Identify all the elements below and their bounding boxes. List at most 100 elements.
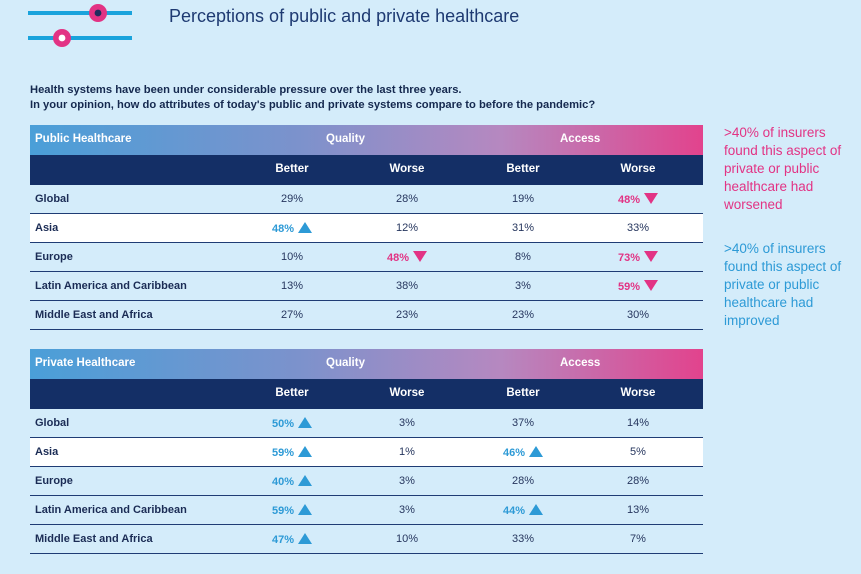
up-triangle-icon <box>298 504 313 515</box>
cell-value: 30% <box>626 309 650 321</box>
cell-value: 14% <box>626 417 650 429</box>
table-cell: 28% <box>473 475 573 487</box>
table-cell: 33% <box>588 222 688 234</box>
table-cell: 14% <box>588 417 688 429</box>
cell-value: 38% <box>395 280 419 292</box>
table-row: Middle East and Africa 27% 23% 23% 30% <box>30 301 703 330</box>
table-cell: 28% <box>588 475 688 487</box>
table-cell: 59% <box>242 504 342 517</box>
cell-value: 12% <box>395 222 419 234</box>
column-header: Worse <box>620 163 656 175</box>
up-triangle-icon <box>298 475 313 486</box>
cell-value: 48% <box>386 252 410 264</box>
table-row: Latin America and Caribbean 59% 3% 44% 13% <box>30 496 703 525</box>
cell-value: 28% <box>511 475 535 487</box>
cell-value: 1% <box>399 446 415 458</box>
down-triangle-icon <box>644 193 659 204</box>
table-cell: 73% <box>588 251 688 264</box>
table-cell: 40% <box>242 475 342 488</box>
up-triangle-icon <box>529 504 544 515</box>
row-label: Global <box>35 417 70 429</box>
table-cell: 7% <box>588 533 688 545</box>
cell-value: 29% <box>280 193 304 205</box>
cell-value: 19% <box>511 193 535 205</box>
cell-value: 8% <box>515 251 531 263</box>
table-cell: 46% <box>473 446 573 459</box>
table-row: Asia 48% 12% 31% 33% <box>30 214 703 243</box>
table-cell: 29% <box>242 193 342 205</box>
public-healthcare-table: Public Healthcare Quality Access Better … <box>30 125 703 330</box>
cell-value: 3% <box>399 504 415 516</box>
table-title: Public Healthcare <box>35 133 132 145</box>
table-cell: 13% <box>588 504 688 516</box>
table-cell: 48% <box>357 251 457 264</box>
table-cell: 3% <box>357 417 457 429</box>
intro-line-1: Health systems have been under considera… <box>30 84 462 96</box>
up-triangle-icon <box>298 446 313 457</box>
cell-value: 13% <box>626 504 650 516</box>
improved-legend-note: >40% of insurers found this aspect of pr… <box>724 241 842 328</box>
cell-value: 50% <box>271 418 295 430</box>
up-triangle-icon <box>529 446 544 457</box>
table-cell: 5% <box>588 446 688 458</box>
cell-value: 13% <box>280 280 304 292</box>
table-cell: 10% <box>242 251 342 263</box>
column-header: Worse <box>620 387 656 399</box>
cell-value: 10% <box>395 533 419 545</box>
cell-value: 7% <box>630 533 646 545</box>
table-cell: 3% <box>473 280 573 292</box>
cell-value: 27% <box>280 309 304 321</box>
up-triangle-icon <box>298 533 313 544</box>
cell-value: 37% <box>511 417 535 429</box>
table-group-header: Private Healthcare Quality Access <box>30 349 703 379</box>
column-header-row: Better Worse Better Worse <box>30 155 703 185</box>
access-group-label: Access <box>560 357 601 369</box>
row-label: Latin America and Caribbean <box>35 280 187 292</box>
table-cell: 28% <box>357 193 457 205</box>
row-label: Europe <box>35 251 73 263</box>
cell-value: 44% <box>502 505 526 517</box>
row-label: Latin America and Caribbean <box>35 504 187 516</box>
table-cell: 30% <box>588 309 688 321</box>
cell-value: 3% <box>399 417 415 429</box>
table-cell: 27% <box>242 309 342 321</box>
row-label: Asia <box>35 446 59 458</box>
intro-line-2: In your opinion, how do attributes of to… <box>30 99 596 111</box>
table-row: Europe 10% 48% 8% 73% <box>30 243 703 272</box>
column-header: Better <box>275 387 309 399</box>
cell-value: 3% <box>399 475 415 487</box>
column-header: Worse <box>389 163 425 175</box>
table-cell: 37% <box>473 417 573 429</box>
table-row: Asia 59% 1% 46% 5% <box>30 438 703 467</box>
row-label: Global <box>35 193 70 205</box>
table-cell: 19% <box>473 193 573 205</box>
table-cell: 3% <box>357 504 457 516</box>
cell-value: 33% <box>511 533 535 545</box>
table-cell: 59% <box>242 446 342 459</box>
cell-value: 10% <box>280 251 304 263</box>
cell-value: 5% <box>630 446 646 458</box>
table-body: Global 50% 3% 37% 14% Asia 59% 1% 46% 5% Europe 40%… <box>30 409 703 554</box>
slider-logo-icon <box>28 4 132 47</box>
intro-text: Health systems have been under considera… <box>30 83 595 113</box>
table-row: Global 50% 3% 37% 14% <box>30 409 703 438</box>
cell-value: 46% <box>502 447 526 459</box>
table-cell: 50% <box>242 417 342 430</box>
up-triangle-icon <box>298 417 313 428</box>
down-triangle-icon <box>413 251 428 262</box>
table-cell: 31% <box>473 222 573 234</box>
cell-value: 28% <box>626 475 650 487</box>
cell-value: 31% <box>511 222 535 234</box>
up-triangle-icon <box>298 222 313 233</box>
row-label: Middle East and Africa <box>35 533 153 545</box>
table-cell: 48% <box>242 222 342 235</box>
table-body: Global 29% 28% 19% 48% Asia 48% 12% 31% 33% Europe… <box>30 185 703 330</box>
access-group-label: Access <box>560 133 601 145</box>
table-cell: 44% <box>473 504 573 517</box>
quality-group-label: Quality <box>326 357 365 369</box>
table-row: Middle East and Africa 47% 10% 33% 7% <box>30 525 703 554</box>
table-cell: 13% <box>242 280 342 292</box>
cell-value: 48% <box>271 223 295 235</box>
cell-value: 40% <box>271 476 295 488</box>
down-triangle-icon <box>644 251 659 262</box>
